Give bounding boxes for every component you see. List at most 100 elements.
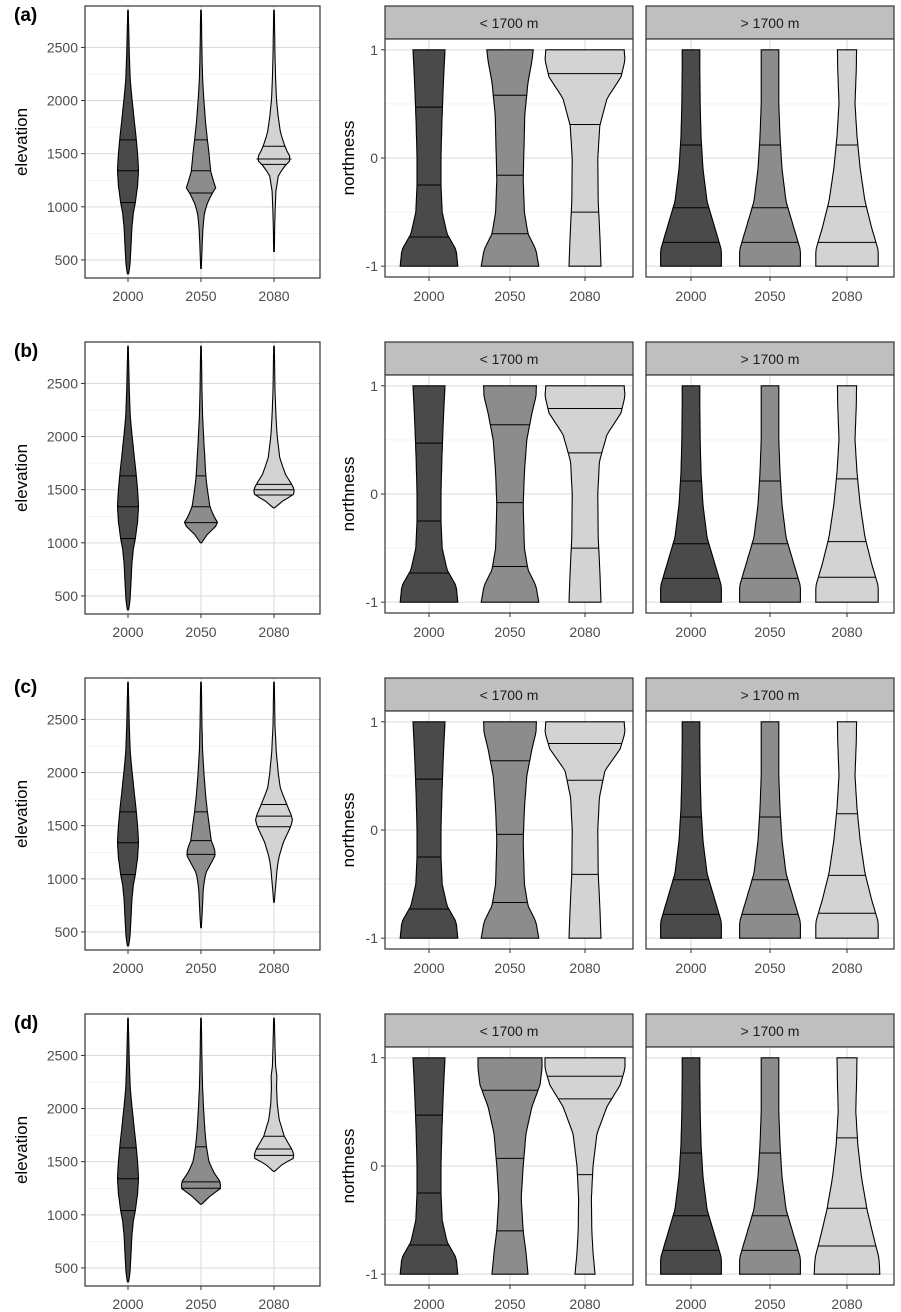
violin-elevation-2080 [253, 1017, 295, 1172]
x-tick-label: 2080 [831, 1296, 862, 1312]
x-tick-label: 2050 [185, 288, 216, 304]
y-tick-label: 2500 [47, 39, 78, 55]
violin-northness-2080 [544, 1057, 626, 1275]
facet-above-1700: > 1700 m 2000 2050 2080 [645, 341, 895, 640]
violin-northness-2050 [480, 385, 540, 603]
violin-northness-2080 [544, 385, 626, 603]
violin-northness-2080 [815, 721, 879, 939]
violin-northness-2050 [480, 49, 540, 267]
violin-northness-2050 [739, 49, 801, 267]
facet-above-1700: > 1700 m 2000 2050 2080 [645, 5, 895, 304]
y-tick-label: 2500 [47, 375, 78, 391]
y-axis-title: northness [339, 121, 358, 196]
violin-northness-2000 [399, 721, 459, 939]
facet-below-1700: < 1700 m 2000 2050 2080 [384, 1013, 634, 1312]
y-tick-label: 1 [370, 1050, 378, 1066]
x-tick-label: 2050 [494, 288, 525, 304]
violin-northness-2080 [815, 385, 879, 603]
elevation-plot-border [84, 341, 321, 615]
facet-strip-label: > 1700 m [741, 1023, 800, 1039]
x-tick-label: 2050 [754, 624, 785, 640]
violin-northness-2080 [544, 721, 626, 939]
y-tick-label: 500 [55, 588, 79, 604]
y-axis-title: elevation [12, 108, 31, 176]
y-tick-label: 2500 [47, 711, 78, 727]
violin-northness-2050 [739, 1057, 801, 1275]
panel-d: (d) 500 1000 1500 2000 2500 2000 2050 2080 elevat… [12, 1013, 895, 1312]
violin-northness-2050 [739, 385, 801, 603]
x-tick-label: 2050 [185, 1296, 216, 1312]
violin-northness-2050 [480, 721, 540, 939]
x-tick-label: 2000 [112, 624, 143, 640]
x-tick-label: 2000 [112, 960, 143, 976]
panel-c: (c) 500 1000 1500 2000 2500 2000 2050 2080 elevat… [12, 677, 895, 976]
y-tick-label: 2000 [47, 1101, 78, 1117]
facet-strip-label: < 1700 m [480, 15, 539, 31]
y-tick-label: 1000 [47, 535, 78, 551]
elevation-plot-border [84, 1013, 321, 1287]
y-tick-label: -1 [366, 258, 379, 274]
x-tick-label: 2080 [258, 960, 289, 976]
y-tick-label: 1 [370, 378, 378, 394]
facet-strip [645, 341, 895, 376]
x-tick-label: 2000 [112, 1296, 143, 1312]
x-tick-label: 2080 [258, 288, 289, 304]
x-tick-label: 2000 [675, 288, 706, 304]
x-tick-label: 2050 [494, 1296, 525, 1312]
y-tick-label: 1500 [47, 482, 78, 498]
y-tick-label: 500 [55, 1260, 79, 1276]
violin-northness-2000 [660, 385, 722, 603]
facet-strip-label: < 1700 m [480, 687, 539, 703]
panel-label: (d) [14, 1013, 38, 1034]
y-tick-label: -1 [366, 930, 379, 946]
x-tick-label: 2000 [413, 960, 444, 976]
x-tick-label: 2080 [569, 960, 600, 976]
x-tick-label: 2080 [258, 624, 289, 640]
violin-northness-2000 [399, 49, 459, 267]
y-axis-title: elevation [12, 780, 31, 848]
y-tick-label: 1500 [47, 1154, 78, 1170]
y-tick-label: 2000 [47, 93, 78, 109]
x-tick-label: 2000 [675, 1296, 706, 1312]
elevation-plot-border [84, 5, 321, 279]
violin-elevation-2000 [116, 1017, 140, 1283]
violin-elevation-2050 [185, 9, 217, 269]
x-tick-label: 2050 [494, 624, 525, 640]
violin-elevation-2080 [257, 9, 291, 252]
violin-northness-2000 [660, 49, 722, 267]
y-tick-label: -1 [366, 1266, 379, 1282]
violin-northness-2050 [739, 721, 801, 939]
y-tick-label: 0 [370, 150, 378, 166]
y-tick-label: 0 [370, 822, 378, 838]
x-tick-label: 2000 [413, 624, 444, 640]
y-tick-label: 0 [370, 1158, 378, 1174]
violin-elevation-2050 [183, 345, 219, 544]
y-tick-label: 1500 [47, 818, 78, 834]
y-tick-label: 1500 [47, 146, 78, 162]
y-axis-title: elevation [12, 444, 31, 512]
x-tick-label: 2080 [831, 288, 862, 304]
x-tick-label: 2080 [831, 624, 862, 640]
y-tick-label: 1 [370, 42, 378, 58]
x-tick-label: 2080 [569, 1296, 600, 1312]
x-tick-label: 2080 [258, 1296, 289, 1312]
y-axis-title: elevation [12, 1116, 31, 1184]
elevation-plot-border [84, 677, 321, 951]
violin-elevation-2050 [180, 1017, 222, 1205]
violin-northness-2000 [660, 1057, 722, 1275]
x-tick-label: 2000 [675, 624, 706, 640]
violin-northness-2000 [399, 1057, 459, 1275]
x-tick-label: 2000 [112, 288, 143, 304]
facet-below-1700: < 1700 m 2000 2050 2080 [384, 677, 634, 976]
panel-a: (a) 500 1000 1500 2000 2500 2000 2050 2080 elevat… [12, 5, 895, 304]
y-tick-label: 2000 [47, 429, 78, 445]
violin-northness-2080 [815, 49, 879, 267]
y-tick-label: 1000 [47, 1207, 78, 1223]
y-axis-title: northness [339, 1129, 358, 1204]
x-tick-label: 2050 [185, 624, 216, 640]
x-tick-label: 2050 [185, 960, 216, 976]
violin-elevation-2080 [253, 345, 295, 509]
violin-northness-2080 [544, 49, 626, 267]
panel-b: (b) 500 1000 1500 2000 2500 2000 2050 2080 elevat… [12, 341, 895, 640]
violin-elevation-2080 [255, 681, 293, 903]
